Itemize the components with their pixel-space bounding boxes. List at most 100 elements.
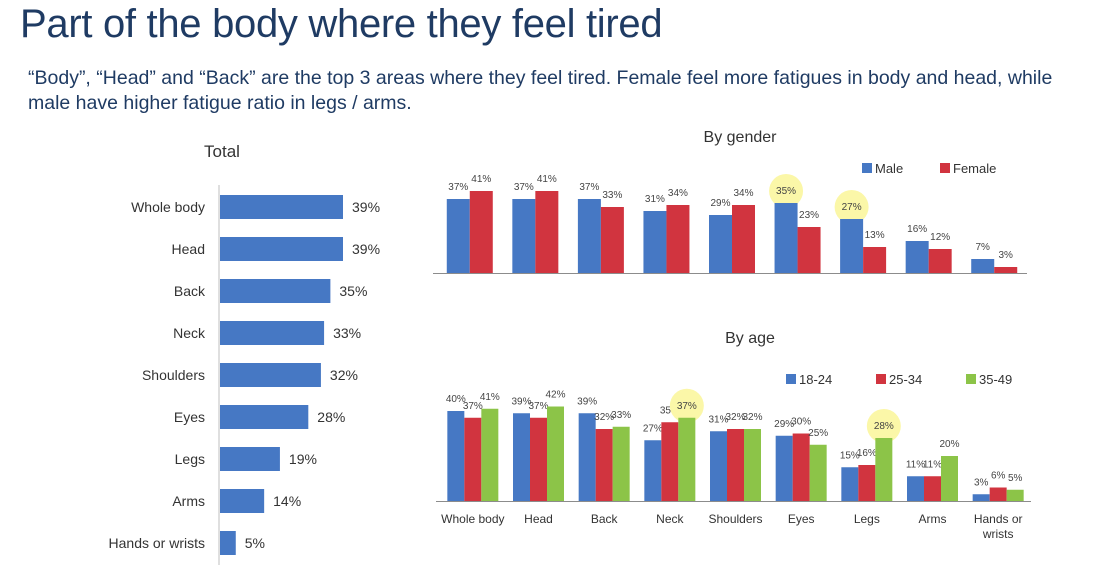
age-value-label: 32%: [725, 412, 745, 423]
total-value-label: 5%: [245, 535, 265, 551]
gender-chart-title: By gender: [704, 129, 778, 146]
age-bar-35-49-neck: [678, 417, 696, 501]
age-value-label: 37%: [528, 401, 548, 412]
total-bar-whole-body: [220, 195, 343, 219]
age-bar-35-49-shoulders: [744, 429, 761, 501]
gender-value-label: 34%: [733, 188, 753, 199]
gender-value-label: 34%: [668, 188, 688, 199]
gender-bar-male-back: [577, 199, 601, 273]
age-value-label: 5%: [1008, 473, 1023, 484]
gender-highlight-marker: [834, 190, 869, 224]
gender-value-label: 33%: [602, 190, 622, 201]
gender-legend-swatch-female: [940, 163, 950, 173]
age-value-label: 25%: [808, 428, 828, 439]
gender-bar-male-legs: [840, 219, 864, 273]
gender-value-label: 13%: [865, 230, 885, 241]
age-value-label: 31%: [708, 414, 728, 425]
age-legend-swatch-25-34: [876, 374, 886, 384]
age-category-label: Hands or wrists: [974, 512, 1023, 541]
gender-value-label: 35%: [776, 186, 796, 197]
gender-highlight-marker: [769, 174, 804, 208]
age-value-label: 35%: [660, 405, 680, 416]
age-legend-swatch-35-49: [966, 374, 976, 384]
gender-value-label: 27%: [842, 202, 862, 213]
age-value-label: 6%: [991, 471, 1006, 482]
total-bar-eyes: [220, 405, 309, 429]
age-legend-label: 35-49: [979, 372, 1012, 387]
gender-bar-female-legs: [863, 247, 887, 273]
age-value-label: 39%: [577, 396, 597, 407]
age-bar-35-49-back: [612, 426, 630, 501]
gender-value-label: 12%: [930, 232, 950, 243]
age-value-label: 11%: [906, 459, 925, 470]
gender-bar-male-whole-body: [446, 199, 470, 273]
gender-value-label: 31%: [645, 194, 665, 205]
age-bar-25-34-shoulders: [727, 429, 744, 501]
total-chart: Whole body 39% Head 39% Back 35% Neck 33% Should…: [109, 185, 380, 565]
gender-value-label: 41%: [471, 174, 491, 185]
total-bar-legs: [220, 447, 280, 471]
gender-legend-swatch-male: [862, 163, 872, 173]
total-category-label: Legs: [175, 451, 205, 467]
gender-bar-male-head: [512, 199, 536, 273]
gender-bar-male-shoulders: [709, 215, 732, 273]
age-value-label: 15%: [840, 450, 860, 461]
gender-value-label: 16%: [907, 224, 927, 235]
total-category-label: Head: [172, 241, 205, 257]
page-title: Part of the body where they feel tired: [20, 2, 663, 46]
age-category-label: Neck: [656, 512, 684, 526]
age-bar-25-34-eyes: [792, 433, 810, 501]
age-value-label: 33%: [611, 410, 631, 421]
total-value-label: 33%: [333, 325, 361, 341]
age-category-label: Back: [591, 512, 619, 526]
gender-bar-female-eyes: [797, 227, 821, 273]
page-subtitle: “Body”, “Head” and “Back” are the top 3 …: [28, 67, 1053, 114]
gender-bar-female-back: [600, 207, 624, 273]
gender-legend-label: Male: [875, 161, 903, 176]
age-value-label: 41%: [480, 392, 500, 403]
age-category-label: Head: [524, 512, 553, 526]
age-category-label: Eyes: [788, 512, 815, 526]
age-value-label: 40%: [446, 394, 466, 405]
age-bar-25-34-arms: [924, 476, 941, 501]
total-bar-shoulders: [220, 363, 321, 387]
age-highlight-marker: [866, 409, 901, 443]
age-value-label: 16%: [857, 448, 877, 459]
age-value-label: 29%: [774, 419, 794, 430]
age-value-label: 32%: [594, 412, 614, 423]
total-value-label: 39%: [352, 199, 380, 215]
total-bar-head: [220, 237, 343, 261]
age-category-label: Whole body: [441, 512, 504, 526]
age-bar-18-24-hands-or-wrists: [972, 494, 990, 501]
age-bar-18-24-back: [578, 413, 596, 501]
total-category-label: Neck: [173, 325, 206, 341]
gender-value-label: 41%: [537, 174, 557, 185]
age-bar-35-49-arms: [941, 456, 958, 501]
age-category-label: Arms: [919, 512, 947, 526]
gender-value-label: 29%: [710, 198, 730, 209]
age-value-label: 28%: [874, 421, 894, 432]
age-bar-25-34-head: [530, 417, 547, 501]
age-bar-18-24-neck: [644, 440, 662, 501]
gender-bar-female-arms: [928, 249, 952, 273]
age-value-label: 11%: [923, 459, 942, 470]
gender-bar-female-hands-or-wrists: [994, 267, 1018, 273]
total-bar-back: [220, 279, 331, 303]
age-value-label: 37%: [677, 401, 697, 412]
total-value-label: 39%: [352, 241, 380, 257]
age-bar-35-49-legs: [875, 438, 893, 501]
gender-value-label: 23%: [799, 210, 819, 221]
gender-legend-label: Female: [953, 161, 996, 176]
age-value-label: 37%: [463, 401, 483, 412]
age-value-label: 27%: [643, 423, 663, 434]
age-highlight-marker: [669, 388, 704, 423]
age-bar-25-34-hands-or-wrists: [989, 487, 1007, 501]
gender-value-label: 3%: [998, 250, 1013, 261]
age-category-label: Shoulders: [708, 512, 762, 526]
age-legend-label: 25-34: [889, 372, 922, 387]
age-category-label: Legs: [854, 512, 880, 526]
age-value-label: 39%: [511, 396, 531, 407]
age-chart-title: By age: [725, 330, 775, 347]
gender-bar-male-eyes: [774, 203, 798, 273]
